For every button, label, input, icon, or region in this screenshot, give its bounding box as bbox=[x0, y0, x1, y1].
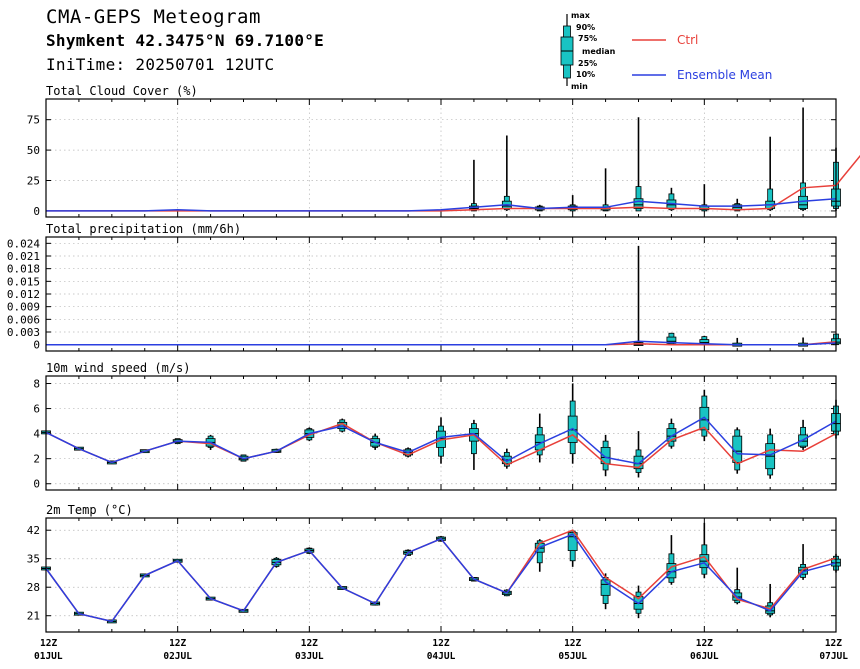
location-label: Shymkent 42.3475°N 69.7100°E bbox=[46, 31, 325, 50]
y-tick-label: 0.015 bbox=[7, 275, 40, 288]
x-tick-date: 04JUL bbox=[427, 651, 456, 662]
ensemble-mean-line bbox=[46, 198, 837, 212]
y-tick-label: 0 bbox=[33, 478, 40, 491]
panel-title: 10m wind speed (m/s) bbox=[46, 361, 191, 375]
y-tick-label: 6 bbox=[33, 403, 40, 416]
init-time-label: IniTime: 20250701 12UTC bbox=[46, 55, 275, 74]
x-tick-date: 06JUL bbox=[690, 651, 719, 662]
box-iqr bbox=[600, 579, 611, 596]
y-tick-label: 25 bbox=[27, 175, 40, 188]
panel-frame bbox=[45, 98, 837, 218]
legend-box-label: 10% bbox=[576, 70, 595, 79]
x-tick-hour: 12Z bbox=[40, 638, 57, 649]
box-iqr bbox=[699, 406, 710, 431]
box-iqr bbox=[633, 198, 644, 209]
legend-ctrl-label: Ctrl bbox=[677, 33, 699, 47]
panel-title: 2m Temp (°C) bbox=[46, 503, 133, 517]
y-tick-label: 0.018 bbox=[7, 263, 40, 276]
y-tick-label: 4 bbox=[33, 428, 40, 441]
y-tick-label: 21 bbox=[27, 610, 40, 623]
y-tick-label: 0.024 bbox=[7, 237, 40, 250]
y-tick-label: 0 bbox=[33, 339, 40, 352]
y-tick-label: 0.021 bbox=[7, 250, 40, 263]
panel-title: Total Cloud Cover (%) bbox=[46, 84, 198, 98]
x-tick-date: 05JUL bbox=[558, 651, 587, 662]
y-tick-label: 42 bbox=[27, 524, 40, 537]
ctrl-series-line bbox=[46, 154, 860, 212]
y-tick-label: 0 bbox=[33, 205, 40, 218]
box-iqr bbox=[666, 336, 677, 344]
ensemble-mean-line bbox=[46, 340, 837, 346]
y-tick-label: 75 bbox=[27, 114, 40, 127]
x-tick-date: 03JUL bbox=[295, 651, 324, 662]
panel-frame bbox=[45, 236, 837, 352]
x-tick-date: 01JUL bbox=[34, 651, 63, 662]
x-tick-date: 07JUL bbox=[819, 651, 848, 662]
meteogram-title: CMA-GEPS Meteogram bbox=[46, 6, 261, 28]
x-tick-hour: 12Z bbox=[301, 638, 318, 649]
y-tick-label: 8 bbox=[33, 378, 40, 391]
y-tick-label: 50 bbox=[27, 144, 40, 157]
y-tick-label: 0.006 bbox=[7, 313, 40, 326]
y-tick-label: 0.003 bbox=[7, 326, 40, 339]
x-tick-hour: 12Z bbox=[696, 638, 713, 649]
y-tick-label: 0.009 bbox=[7, 301, 40, 314]
legend-mean-label: Ensemble Mean bbox=[677, 68, 773, 82]
x-tick-hour: 12Z bbox=[169, 638, 186, 649]
legend-box-label: min bbox=[571, 82, 588, 91]
legend-box-label: 90% bbox=[576, 23, 595, 32]
y-tick-label: 2 bbox=[33, 453, 40, 466]
ensemble-mean-line bbox=[45, 533, 837, 623]
panel-title: Total precipitation (mm/6h) bbox=[46, 222, 241, 236]
legend-box-label: 75% bbox=[578, 34, 597, 43]
x-tick-date: 02JUL bbox=[163, 651, 192, 662]
ensemble-mean-line bbox=[45, 416, 837, 465]
y-tick-label: 28 bbox=[27, 581, 40, 594]
y-tick-label: 35 bbox=[27, 553, 40, 566]
x-tick-hour: 12Z bbox=[825, 638, 842, 649]
legend-box-label: 25% bbox=[578, 59, 597, 68]
y-tick-label: 0.012 bbox=[7, 288, 40, 301]
box-p10-p90 bbox=[767, 188, 774, 211]
box-iqr bbox=[798, 195, 808, 209]
panel-frame bbox=[45, 375, 837, 491]
panel-frame bbox=[45, 517, 837, 633]
x-tick-hour: 12Z bbox=[564, 638, 581, 649]
x-tick-hour: 12Z bbox=[432, 638, 449, 649]
box-iqr bbox=[666, 428, 677, 442]
legend-box-label: max bbox=[571, 11, 591, 20]
legend-box-label: median bbox=[582, 47, 616, 56]
